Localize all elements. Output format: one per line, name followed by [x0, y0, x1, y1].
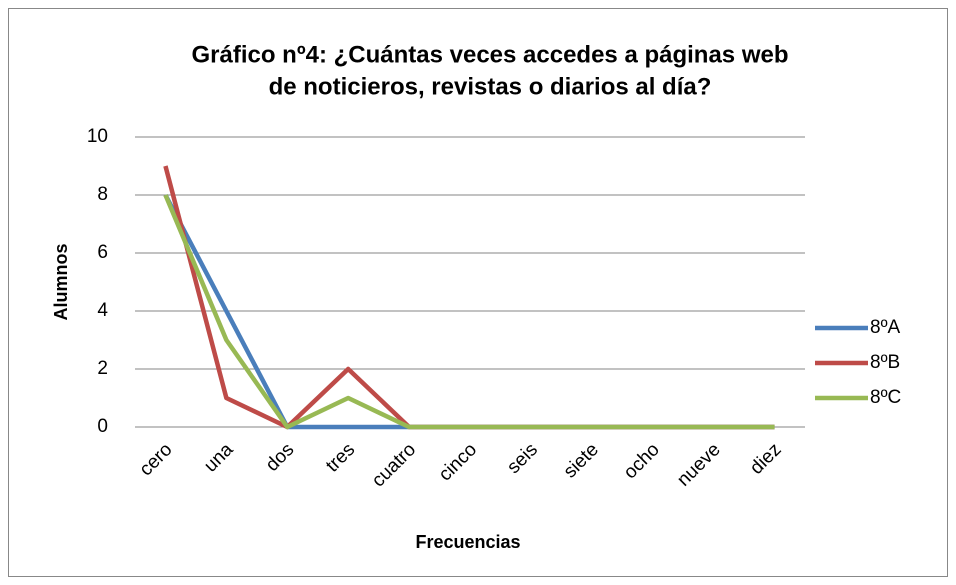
y-tick-label: 10 [87, 126, 108, 147]
y-tick-label: 2 [97, 358, 108, 379]
y-axis-label: Alumnos [51, 243, 71, 320]
series-line [163, 194, 775, 430]
y-tick-label: 8 [97, 184, 108, 205]
legend-label: 8ºC [870, 387, 901, 408]
y-tick-label: 4 [97, 300, 108, 321]
y-tick-label: 0 [97, 416, 108, 437]
chart-title: de noticieros, revistas o diarios al día… [269, 73, 712, 100]
legend-label: 8ºB [870, 352, 900, 373]
x-axis-label: Frecuencias [415, 532, 520, 552]
legend-label: 8ºA [870, 317, 901, 338]
chart-border [8, 8, 948, 577]
y-tick-label: 6 [97, 242, 108, 263]
chart-title: Gráfico nº4: ¿Cuántas veces accedes a pá… [191, 41, 788, 68]
